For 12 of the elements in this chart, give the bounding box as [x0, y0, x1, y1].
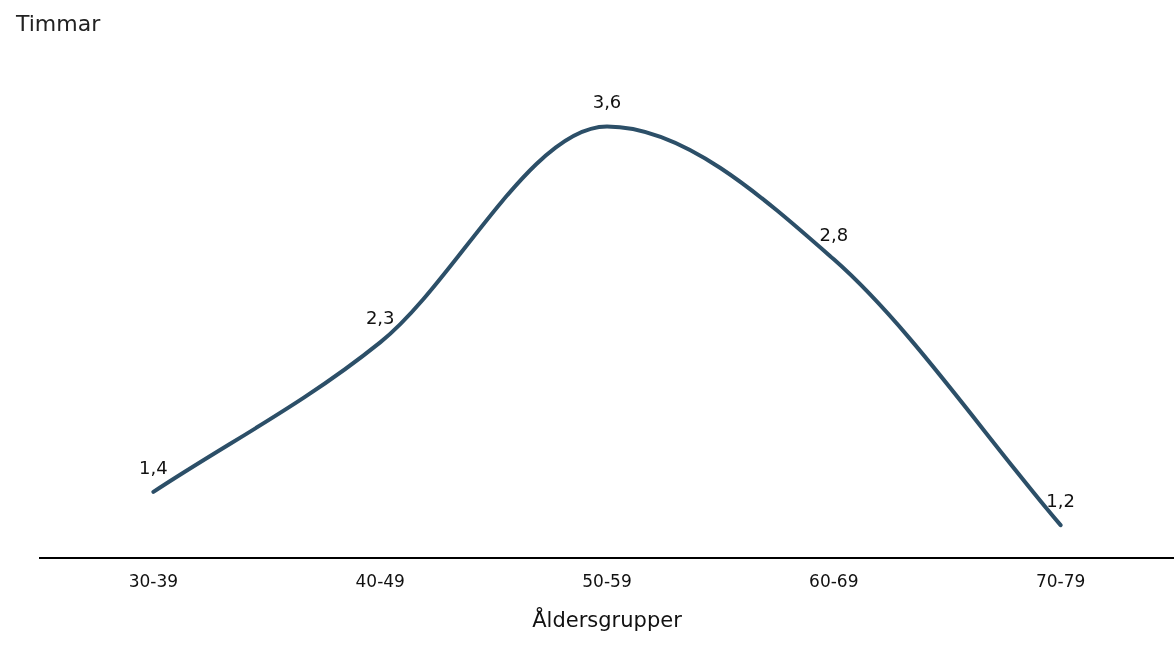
data-label: 2,3	[365, 307, 395, 329]
x-axis-title: Åldersgrupper	[532, 605, 683, 632]
data-label: 1,2	[1046, 489, 1075, 511]
x-tick-label: 60-69	[809, 571, 859, 592]
x-tick-label: 40-49	[355, 571, 405, 592]
x-tick-label: 30-39	[128, 571, 179, 592]
x-tick-label: 50-59	[582, 571, 632, 592]
x-tick-label: 70-79	[1035, 571, 1086, 592]
data-label: 3,6	[592, 91, 622, 113]
y-axis-title: Timmar	[15, 10, 102, 36]
data-label: 2,8	[819, 224, 849, 246]
data-label: 1,4	[139, 456, 168, 478]
